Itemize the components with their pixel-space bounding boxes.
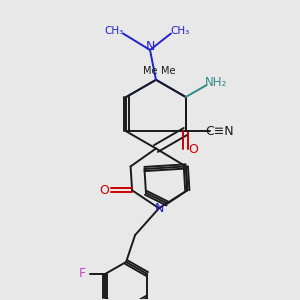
Text: F: F <box>79 267 86 280</box>
Text: O: O <box>99 184 109 197</box>
Text: C≡N: C≡N <box>206 125 234 138</box>
Text: N: N <box>154 202 164 215</box>
Text: CH₃: CH₃ <box>104 26 124 36</box>
Text: O: O <box>188 143 198 156</box>
Text: NH₂: NH₂ <box>204 76 227 88</box>
Text: Me: Me <box>143 66 157 76</box>
Text: N: N <box>145 40 155 53</box>
Text: CH₃: CH₃ <box>170 26 190 36</box>
Text: Me: Me <box>161 66 175 76</box>
